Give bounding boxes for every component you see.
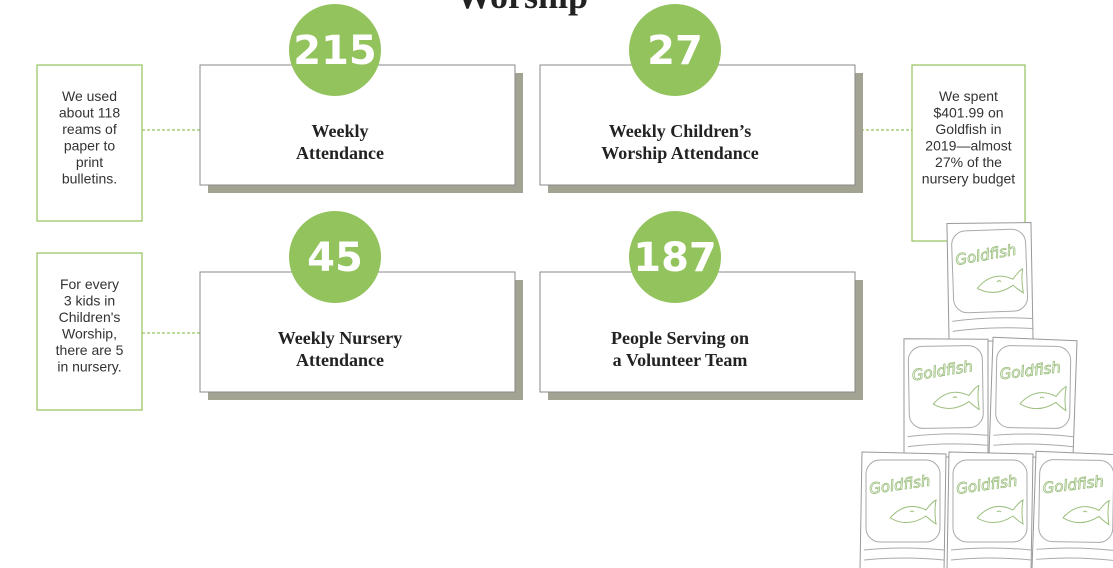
stat-number: 45 [307,235,363,281]
stat-number: 215 [293,28,377,74]
page-title: Worship [456,0,588,16]
goldfish-bag: Goldfish [989,337,1077,458]
stat-label: Attendance [296,350,384,370]
stat-number: 27 [647,28,703,74]
bag-outline [989,337,1077,458]
note-line: Goldfish in [935,121,1001,137]
note-line: there are 5 [56,342,124,358]
note-line: bulletins. [62,171,117,187]
goldfish-bag: Goldfish [947,452,1033,568]
stat-label: Attendance [296,143,384,163]
goldfish-bag: Goldfish [945,221,1035,344]
note-line: 27% of the [935,154,1002,170]
note-line: Children's [59,309,121,325]
stat-label: People Serving on [611,328,749,348]
page: {"header": {"title": "Worship"}, "stats"… [0,0,1113,568]
note-line: paper to [64,138,116,154]
note-line: about 118 [59,105,120,121]
stat-label: a Volunteer Team [613,350,748,370]
note-line: reams of [62,121,117,137]
note-line: 2019—almost [925,138,1011,154]
note-line: We spent [939,88,998,104]
note-line: For every [60,276,119,292]
stat-number: 187 [633,235,717,281]
note-line: We used [62,88,117,104]
note-line: in nursery. [57,359,121,375]
goldfish-bag: Goldfish [860,452,946,568]
stat-label: Weekly Children’s [609,121,752,141]
stat-label: Worship Attendance [601,143,759,163]
note-line: $401.99 on [933,105,1003,121]
bag-outline [860,452,946,568]
bag-outline [902,337,990,458]
infographic: Worship 215WeeklyAttendance27Weekly Chil… [0,0,1113,568]
bag-outline [947,452,1033,568]
stat-label: Weekly Nursery [278,328,402,348]
goldfish-bag: Goldfish [1032,451,1113,568]
goldfish-bag: Goldfish [902,337,990,458]
note-line: Worship, [62,326,117,342]
note-line: nursery budget [922,171,1016,187]
note-line: print [76,154,103,170]
stat-label: Weekly [312,121,369,141]
note-line: 3 kids in [64,293,115,309]
